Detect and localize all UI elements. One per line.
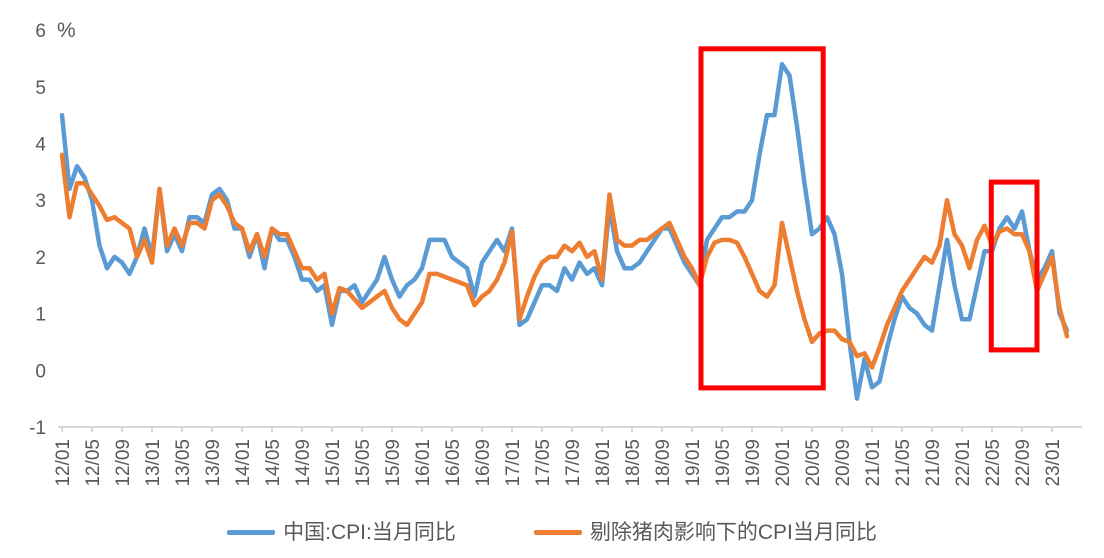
x-axis-label: 16/01: [413, 439, 434, 487]
y-axis-label: 2: [35, 248, 46, 269]
x-axis-label: 17/05: [533, 439, 554, 487]
y-axis-label: 5: [35, 78, 46, 99]
expork-cpi-legend-label: 剔除猪肉影响下的CPI当月同比: [589, 521, 877, 544]
x-axis-label: 23/01: [1043, 439, 1064, 487]
x-axis-label: 22/05: [983, 439, 1004, 487]
chart-legend: 中国:CPI:当月同比 剔除猪肉影响下的CPI当月同比: [0, 522, 1104, 543]
y-axis-label: 4: [35, 135, 46, 156]
y-axis-label: 3: [35, 191, 46, 212]
x-axis-label: 20/01: [773, 439, 794, 487]
x-axis-label: 21/01: [863, 439, 884, 487]
x-axis-label: 18/09: [653, 439, 674, 487]
x-axis-label: 17/09: [563, 439, 584, 487]
expork-cpi-line: [59, 152, 1070, 370]
x-axis-label: 18/05: [623, 439, 644, 487]
x-axis-label: 19/09: [743, 439, 764, 487]
x-axis-label: 15/01: [323, 439, 344, 487]
x-axis-label: 21/09: [923, 439, 944, 487]
highlight-box: [698, 46, 826, 391]
x-axis-label: 14/05: [263, 439, 284, 487]
x-axis-label: 22/01: [953, 439, 974, 487]
x-axis-label: 13/05: [173, 439, 194, 487]
y-axis-label: 6: [35, 21, 46, 42]
x-axis-label: 16/09: [473, 439, 494, 487]
x-axis-label: 16/05: [443, 439, 464, 487]
x-axis-label: 22/09: [1013, 439, 1034, 487]
cpi-line-chart: 6 5 4 3 2 1 0 -1% 12/01 12/05 12/09 13/01 13/05 13/09…: [29, 19, 1082, 487]
cpi-legend-label: 中国:CPI:当月同比: [283, 521, 456, 544]
x-axis-label: 14/09: [293, 439, 314, 487]
y-axis-label: 0: [35, 361, 46, 382]
x-axis-label: 18/01: [593, 439, 614, 487]
x-axis-label: 12/09: [113, 439, 134, 487]
x-axis-label: 13/01: [143, 439, 164, 487]
cpi-line: [59, 61, 1070, 401]
x-axis-label: 17/01: [503, 439, 524, 487]
x-axis-label: 13/09: [203, 439, 224, 487]
x-axis-label: 12/05: [83, 439, 104, 487]
x-axis-label: 20/05: [803, 439, 824, 487]
percent-unit-label: %: [57, 19, 76, 42]
x-axis-label: 12/01: [53, 439, 74, 487]
x-axis-label: 14/01: [233, 439, 254, 487]
highlight-box: [988, 179, 1040, 353]
x-axis-label: 19/01: [683, 439, 704, 487]
x-axis-label: 21/05: [893, 439, 914, 487]
y-axis-label: -1: [29, 418, 46, 439]
expork-cpi-line-swatch: [533, 530, 582, 535]
x-axis-label: 15/05: [353, 439, 374, 487]
legend-item-expork-cpi: 剔除猪肉影响下的CPI当月同比: [533, 521, 877, 544]
x-axis-label: 19/05: [713, 439, 734, 487]
y-axis-label: 1: [35, 305, 46, 326]
legend-item-cpi: 中国:CPI:当月同比: [227, 522, 456, 543]
cpi-line-swatch: [227, 530, 276, 535]
x-axis-label: 20/09: [833, 439, 854, 487]
x-axis-label: 15/09: [383, 439, 404, 487]
